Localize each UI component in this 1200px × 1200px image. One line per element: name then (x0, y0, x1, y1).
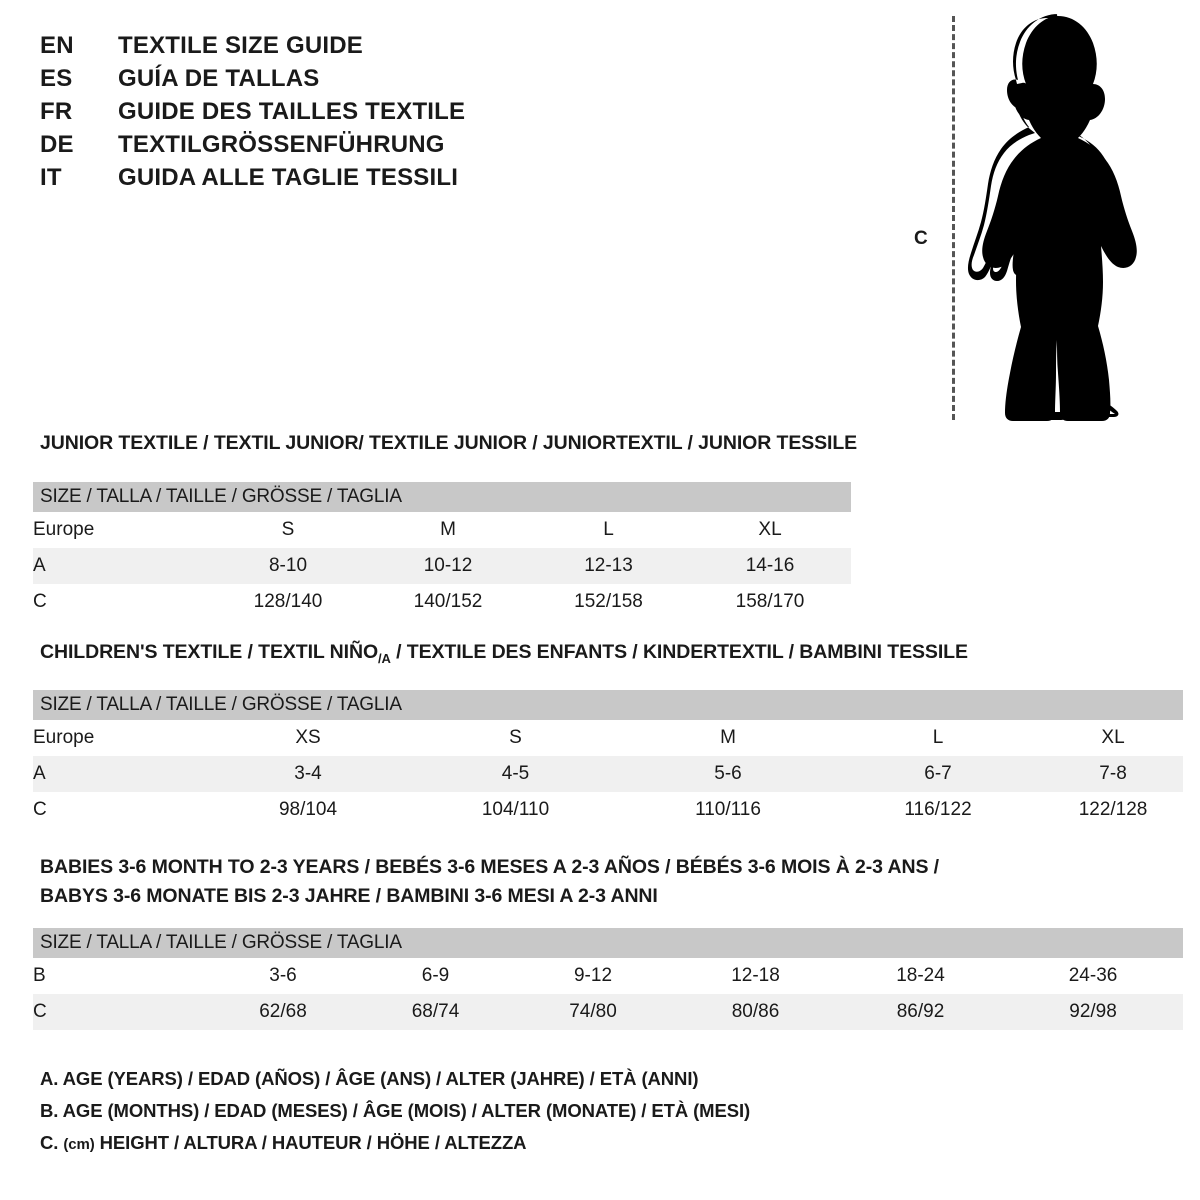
junior-row-age: A 8-10 10-12 12-13 14-16 (33, 548, 852, 584)
children-row-height: C 98/104 104/110 110/116 116/122 122/128 (33, 792, 1184, 828)
language-row-de: DE TEXTILGRÖSSENFÜHRUNG (40, 131, 600, 164)
language-title-fr: GUIDE DES TAILLES TEXTILE (118, 98, 466, 125)
language-row-it: IT GUIDA ALLE TAGLIE TESSILI (40, 164, 600, 197)
babies-age-4: 12-18 (673, 958, 838, 994)
children-size-xs: XS (208, 720, 408, 756)
children-row-label-europe: Europe (33, 720, 208, 756)
language-code-fr: FR (40, 98, 73, 125)
junior-height-s: 128/140 (208, 584, 368, 620)
measure-label-c: C (914, 228, 928, 249)
junior-height-m: 140/152 (368, 584, 528, 620)
babies-row-label-c: C (33, 994, 208, 1030)
language-header: EN TEXTILE SIZE GUIDE ES GUÍA DE TALLAS … (40, 32, 600, 197)
babies-age-3: 9-12 (513, 958, 673, 994)
junior-height-xl: 158/170 (689, 584, 852, 620)
children-height-s: 104/110 (408, 792, 623, 828)
children-title-pre: CHILDREN'S TEXTILE / TEXTIL NIÑO (40, 641, 379, 663)
language-row-es: ES GUÍA DE TALLAS (40, 65, 600, 98)
junior-age-xl: 14-16 (689, 548, 852, 584)
babies-age-6: 24-36 (1003, 958, 1184, 994)
babies-age-1: 3-6 (208, 958, 358, 994)
junior-size-xl: XL (689, 512, 852, 548)
section-title-junior: JUNIOR TEXTILE / TEXTIL JUNIOR/ TEXTILE … (40, 432, 858, 454)
legend-c-text: HEIGHT / ALTURA / HAUTEUR / HÖHE / ALTEZ… (94, 1132, 527, 1153)
children-height-xl: 122/128 (1043, 792, 1184, 828)
legend-line-c: C. (cm) HEIGHT / ALTURA / HAUTEUR / HÖHE… (40, 1132, 750, 1164)
children-row-europe: Europe XS S M L XL (33, 720, 1184, 756)
junior-size-m: M (368, 512, 528, 548)
language-code-en: EN (40, 32, 74, 59)
junior-band-label: SIZE / TALLA / TAILLE / GRÖSSE / TAGLIA (33, 482, 852, 512)
language-code-es: ES (40, 65, 73, 92)
language-code-it: IT (40, 164, 62, 191)
children-band-label: SIZE / TALLA / TAILLE / GRÖSSE / TAGLIA (33, 690, 1184, 720)
babies-band-label: SIZE / TALLA / TAILLE / GRÖSSE / TAGLIA (33, 928, 1184, 958)
babies-age-5: 18-24 (838, 958, 1003, 994)
junior-height-l: 152/158 (528, 584, 689, 620)
junior-row-label-c: C (33, 584, 208, 620)
junior-table-band-row: SIZE / TALLA / TAILLE / GRÖSSE / TAGLIA (33, 482, 852, 512)
children-row-label-a: A (33, 756, 208, 792)
babies-height-3: 74/80 (513, 994, 673, 1030)
children-size-l: L (833, 720, 1043, 756)
babies-row-age-months: B 3-6 6-9 9-12 12-18 18-24 24-36 (33, 958, 1184, 994)
babies-height-6: 92/98 (1003, 994, 1184, 1030)
junior-size-l: L (528, 512, 689, 548)
language-row-fr: FR GUIDE DES TAILLES TEXTILE (40, 98, 600, 131)
language-title-de: TEXTILGRÖSSENFÜHRUNG (118, 131, 445, 158)
children-age-xs: 3-4 (208, 756, 408, 792)
babies-size-table: SIZE / TALLA / TAILLE / GRÖSSE / TAGLIA … (33, 928, 1184, 1030)
junior-size-table: SIZE / TALLA / TAILLE / GRÖSSE / TAGLIA … (33, 482, 852, 620)
children-row-label-c: C (33, 792, 208, 828)
babies-row-label-b: B (33, 958, 208, 994)
junior-row-europe: Europe S M L XL (33, 512, 852, 548)
legend-line-a: A. AGE (YEARS) / EDAD (AÑOS) / ÂGE (ANS)… (40, 1068, 699, 1089)
language-code-de: DE (40, 131, 74, 158)
children-age-l: 6-7 (833, 756, 1043, 792)
legend-c-prefix: C. (40, 1132, 64, 1153)
children-title-sub: /A (378, 650, 391, 666)
children-height-xs: 98/104 (208, 792, 408, 828)
children-size-xl: XL (1043, 720, 1184, 756)
section-title-children: CHILDREN'S TEXTILE / TEXTIL NIÑO/A / TEX… (40, 641, 968, 666)
children-height-l: 116/122 (833, 792, 1043, 828)
legend-line-b: B. AGE (MONTHS) / EDAD (MESES) / ÂGE (MO… (40, 1100, 751, 1121)
section-title-babies-line2: BABYS 3-6 MONATE BIS 2-3 JAHRE / BAMBINI… (40, 885, 658, 907)
language-title-it: GUIDA ALLE TAGLIE TESSILI (118, 164, 459, 191)
babies-height-5: 86/92 (838, 994, 1003, 1030)
children-size-m: M (623, 720, 833, 756)
junior-age-s: 8-10 (208, 548, 368, 584)
junior-age-m: 10-12 (368, 548, 528, 584)
measurement-legend: A. AGE (YEARS) / EDAD (AÑOS) / ÂGE (ANS)… (40, 1068, 750, 1164)
babies-age-2: 6-9 (358, 958, 513, 994)
children-title-post: / TEXTILE DES ENFANTS / KINDERTEXTIL / B… (390, 641, 968, 663)
children-height-m: 110/116 (623, 792, 833, 828)
junior-age-l: 12-13 (528, 548, 689, 584)
section-title-babies-line1: BABIES 3-6 MONTH TO 2-3 YEARS / BEBÉS 3-… (40, 856, 939, 878)
children-age-m: 5-6 (623, 756, 833, 792)
junior-row-height: C 128/140 140/152 152/158 158/170 (33, 584, 852, 620)
junior-size-s: S (208, 512, 368, 548)
children-size-s: S (408, 720, 623, 756)
babies-table-band-row: SIZE / TALLA / TAILLE / GRÖSSE / TAGLIA (33, 928, 1184, 958)
language-row-en: EN TEXTILE SIZE GUIDE (40, 32, 600, 65)
babies-height-1: 62/68 (208, 994, 358, 1030)
children-age-s: 4-5 (408, 756, 623, 792)
height-measurement-figure: C (900, 10, 1160, 425)
height-dashed-line (952, 16, 955, 420)
babies-row-height: C 62/68 68/74 74/80 80/86 86/92 92/98 (33, 994, 1184, 1030)
babies-height-4: 80/86 (673, 994, 838, 1030)
junior-row-label-a: A (33, 548, 208, 584)
language-title-es: GUÍA DE TALLAS (118, 65, 320, 92)
babies-height-2: 68/74 (358, 994, 513, 1030)
children-row-age: A 3-4 4-5 5-6 6-7 7-8 (33, 756, 1184, 792)
children-age-xl: 7-8 (1043, 756, 1184, 792)
child-silhouette-icon (967, 14, 1137, 421)
children-table-band-row: SIZE / TALLA / TAILLE / GRÖSSE / TAGLIA (33, 690, 1184, 720)
junior-row-label-europe: Europe (33, 512, 208, 548)
children-size-table: SIZE / TALLA / TAILLE / GRÖSSE / TAGLIA … (33, 690, 1184, 828)
legend-c-unit: (cm) (63, 1136, 95, 1153)
language-title-en: TEXTILE SIZE GUIDE (118, 32, 363, 59)
